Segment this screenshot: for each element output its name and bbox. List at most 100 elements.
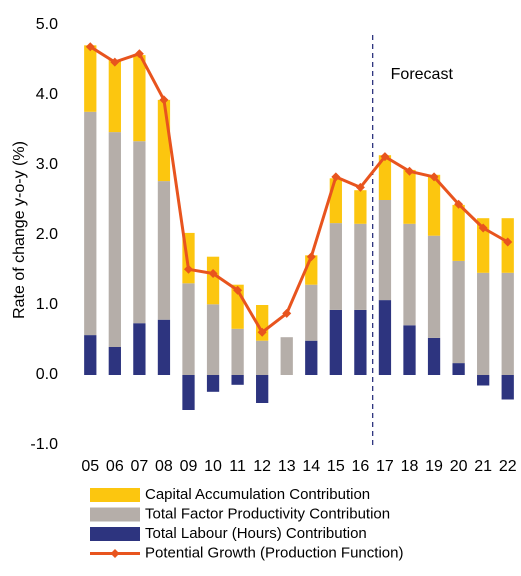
y-tick-label: 1.0 (36, 296, 58, 313)
y-tick-label: 2.0 (36, 226, 58, 243)
bar-segment (403, 223, 416, 326)
bar-segment (501, 272, 514, 375)
bar-segment (182, 283, 195, 375)
bar-segment (157, 181, 171, 320)
bar-segment (133, 141, 146, 324)
x-tick-label: 19 (425, 458, 443, 475)
line-marker (282, 308, 292, 318)
x-tick-label: 14 (302, 458, 320, 475)
x-tick-label: 10 (204, 458, 222, 475)
y-tick-label: -1.0 (30, 436, 58, 453)
legend-label: Capital Accumulation Contribution (145, 486, 370, 503)
bar-segment (378, 200, 392, 301)
bar-segment (108, 347, 121, 375)
y-tick-label: 0.0 (36, 366, 58, 383)
legend-label: Total Labour (Hours) Contribution (145, 525, 367, 542)
bar-segment (206, 256, 220, 305)
bar-segment (305, 340, 318, 375)
x-tick-label: 20 (450, 458, 468, 475)
bar-segment (403, 169, 416, 224)
bar-segment (256, 340, 269, 375)
legend-swatch (90, 527, 140, 541)
bar-segment (427, 174, 441, 236)
line-marker (355, 182, 365, 192)
line-marker (429, 172, 439, 182)
y-tick-label: 4.0 (36, 86, 58, 103)
line-marker (184, 264, 193, 274)
x-tick-label: 06 (106, 458, 124, 475)
legend-label: Total Factor Productivity Contribution (145, 505, 390, 522)
x-tick-label: 17 (376, 458, 394, 475)
line-marker (110, 57, 120, 67)
bar-segment (256, 375, 269, 403)
y-axis-label: Rate of change y-o-y (%) (11, 141, 28, 319)
bar-segment (84, 45, 97, 112)
legend-swatch (90, 488, 140, 502)
x-tick-label: 13 (278, 458, 296, 475)
bar-segment (378, 155, 392, 200)
bar-segment (206, 304, 220, 375)
bar-segment (84, 335, 97, 375)
forecast-label: Forecast (391, 66, 454, 83)
line-marker (257, 327, 267, 337)
line-marker (503, 237, 513, 247)
line (89, 45, 509, 334)
bar-segment (452, 204, 465, 261)
bar-segment (452, 363, 465, 375)
x-tick-label: 07 (130, 458, 148, 475)
bar-segment (108, 60, 121, 133)
bar-segment (108, 132, 121, 347)
bar-segment (477, 218, 490, 273)
line-marker (454, 199, 464, 209)
bar-segment (329, 309, 342, 375)
bar-segment (329, 223, 342, 310)
bar-segment (501, 375, 514, 400)
bar-segment (477, 375, 490, 386)
bar-segment (403, 325, 416, 375)
x-tick-label: 21 (474, 458, 492, 475)
x-tick-label: 12 (253, 458, 271, 475)
line-marker (134, 49, 144, 59)
line-marker (85, 42, 95, 52)
x-tick-label: 16 (351, 458, 369, 475)
bar-segment (354, 309, 367, 375)
bar-segment (231, 375, 244, 385)
line-marker (405, 166, 414, 176)
bar-segment (231, 328, 244, 375)
line-marker (478, 223, 488, 233)
line-marker (159, 95, 169, 105)
x-tick-label: 08 (155, 458, 173, 475)
bar-segment (354, 190, 367, 224)
bar-segment (157, 319, 171, 375)
x-tick-label: 09 (180, 458, 198, 475)
bar-segment (133, 55, 146, 142)
bar-segment (305, 284, 318, 341)
x-tick-label: 11 (229, 458, 246, 475)
bar-segment (84, 111, 97, 336)
line-marker (208, 269, 218, 278)
x-tick-label: 22 (499, 458, 517, 475)
bar-segment (378, 300, 392, 375)
line-marker (331, 172, 341, 182)
bar-segment (157, 99, 171, 182)
bar-segment (182, 375, 195, 410)
bar-segment (427, 337, 441, 375)
x-tick-label: 15 (327, 458, 345, 475)
bar-segment (354, 223, 367, 310)
bar-segment (280, 337, 293, 375)
y-tick-label: 3.0 (36, 156, 58, 173)
x-tick-label: 18 (401, 458, 419, 475)
bar-segment (427, 235, 441, 338)
legend-label: Potential Growth (Production Function) (145, 544, 403, 561)
line-marker (233, 285, 243, 295)
bar-segment (206, 375, 220, 392)
x-tick-label: 05 (81, 458, 99, 475)
y-tick-label: 5.0 (36, 16, 58, 33)
line-marker (306, 252, 316, 262)
line-marker (380, 152, 390, 162)
bar-segment (133, 323, 146, 375)
bar-segment (452, 260, 465, 364)
bar-segment (477, 272, 490, 375)
